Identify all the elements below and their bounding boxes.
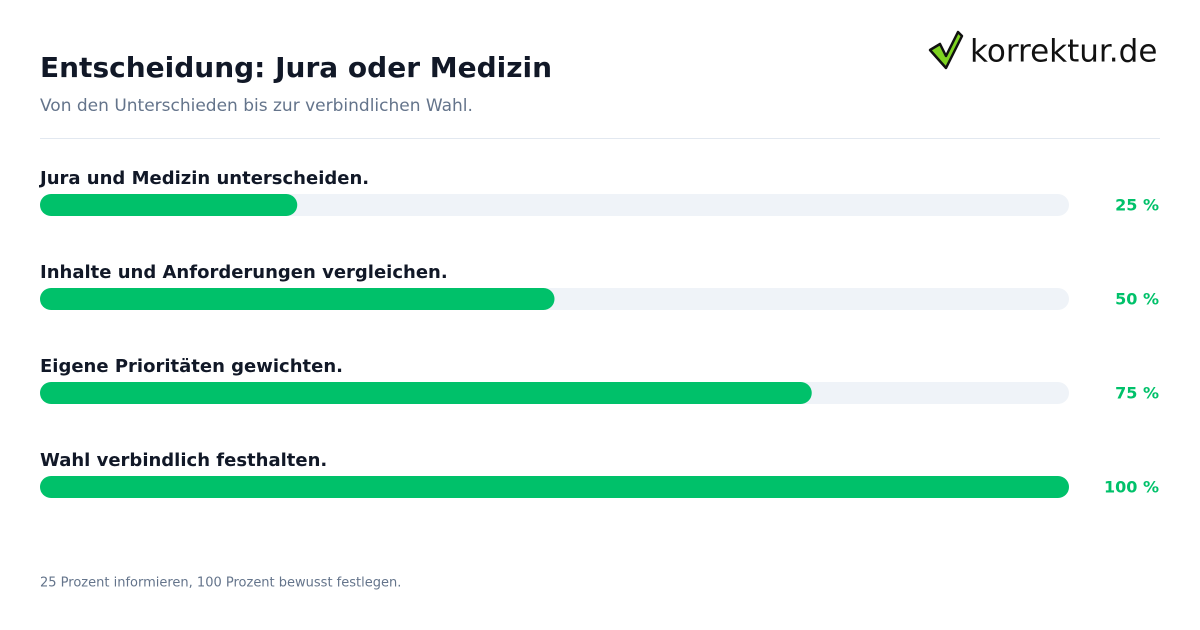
chart-subtitle: Von den Unterschieden bis zur verbindlic… — [40, 96, 473, 116]
row-label: Eigene Prioritäten gewichten. — [40, 356, 343, 377]
logo-text: korrektur.de — [970, 34, 1157, 70]
bar — [40, 288, 555, 310]
value-label: 25 % — [1115, 196, 1159, 215]
bar — [40, 194, 298, 216]
bar — [40, 476, 1069, 498]
row-label: Jura und Medizin unterscheiden. — [38, 168, 369, 189]
chart-title: Entscheidung: Jura oder Medizin — [40, 51, 552, 84]
value-label: 50 % — [1115, 290, 1159, 309]
bar-track — [40, 194, 1069, 216]
value-label: 75 % — [1115, 384, 1159, 403]
row-label: Inhalte und Anforderungen vergleichen. — [40, 262, 448, 283]
footnote: 25 Prozent informieren, 100 Prozent bewu… — [40, 576, 401, 591]
logo: korrektur.de — [928, 30, 1157, 70]
value-label: 100 % — [1104, 478, 1159, 497]
bar — [40, 382, 812, 404]
logo-check — [928, 30, 964, 70]
row-label: Wahl verbindlich festhalten. — [40, 450, 327, 471]
